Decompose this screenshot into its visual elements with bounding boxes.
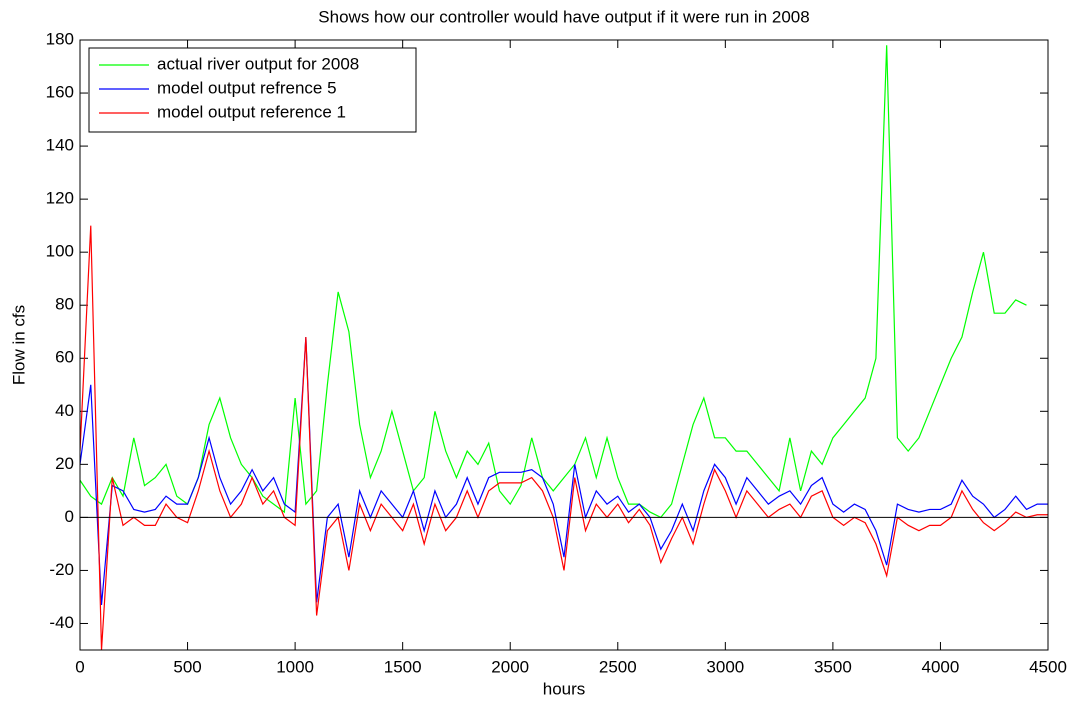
x-tick-label: 0 — [75, 657, 84, 676]
y-tick-label: 180 — [46, 29, 74, 48]
x-tick-label: 3500 — [814, 657, 852, 676]
y-tick-label: 140 — [46, 136, 74, 155]
chart-title: Shows how our controller would have outp… — [318, 7, 809, 26]
legend-box — [88, 47, 417, 133]
y-tick-label: 100 — [46, 242, 74, 261]
y-tick-label: 0 — [65, 507, 74, 526]
y-tick-label: 120 — [46, 189, 74, 208]
y-tick-label: 60 — [55, 348, 74, 367]
y-axis-label: Flow in cfs — [9, 305, 28, 385]
x-tick-label: 3000 — [706, 657, 744, 676]
x-tick-label: 500 — [173, 657, 201, 676]
data-line — [80, 225, 1048, 650]
data-line — [80, 45, 1027, 519]
x-tick-label: 4000 — [922, 657, 960, 676]
x-tick-label: 1000 — [276, 657, 314, 676]
x-tick-label: 4500 — [1029, 657, 1067, 676]
x-tick-label: 1500 — [384, 657, 422, 676]
data-line — [80, 337, 1048, 605]
y-tick-label: 80 — [55, 295, 74, 314]
legend-label: model output refrence 5 — [157, 78, 337, 97]
y-tick-label: 160 — [46, 83, 74, 102]
legend-label: actual river output for 2008 — [157, 54, 359, 73]
x-tick-label: 2000 — [491, 657, 529, 676]
legend-label: model output reference 1 — [157, 102, 346, 121]
plot-area — [80, 40, 1048, 650]
y-tick-label: 20 — [55, 454, 74, 473]
y-tick-label: -20 — [49, 560, 74, 579]
x-tick-label: 2500 — [599, 657, 637, 676]
y-tick-label: -40 — [49, 613, 74, 632]
plot-lines — [80, 45, 1048, 650]
y-tick-label: 40 — [55, 401, 74, 420]
x-axis-label: hours — [543, 679, 586, 698]
plot-frame — [79, 39, 1049, 651]
